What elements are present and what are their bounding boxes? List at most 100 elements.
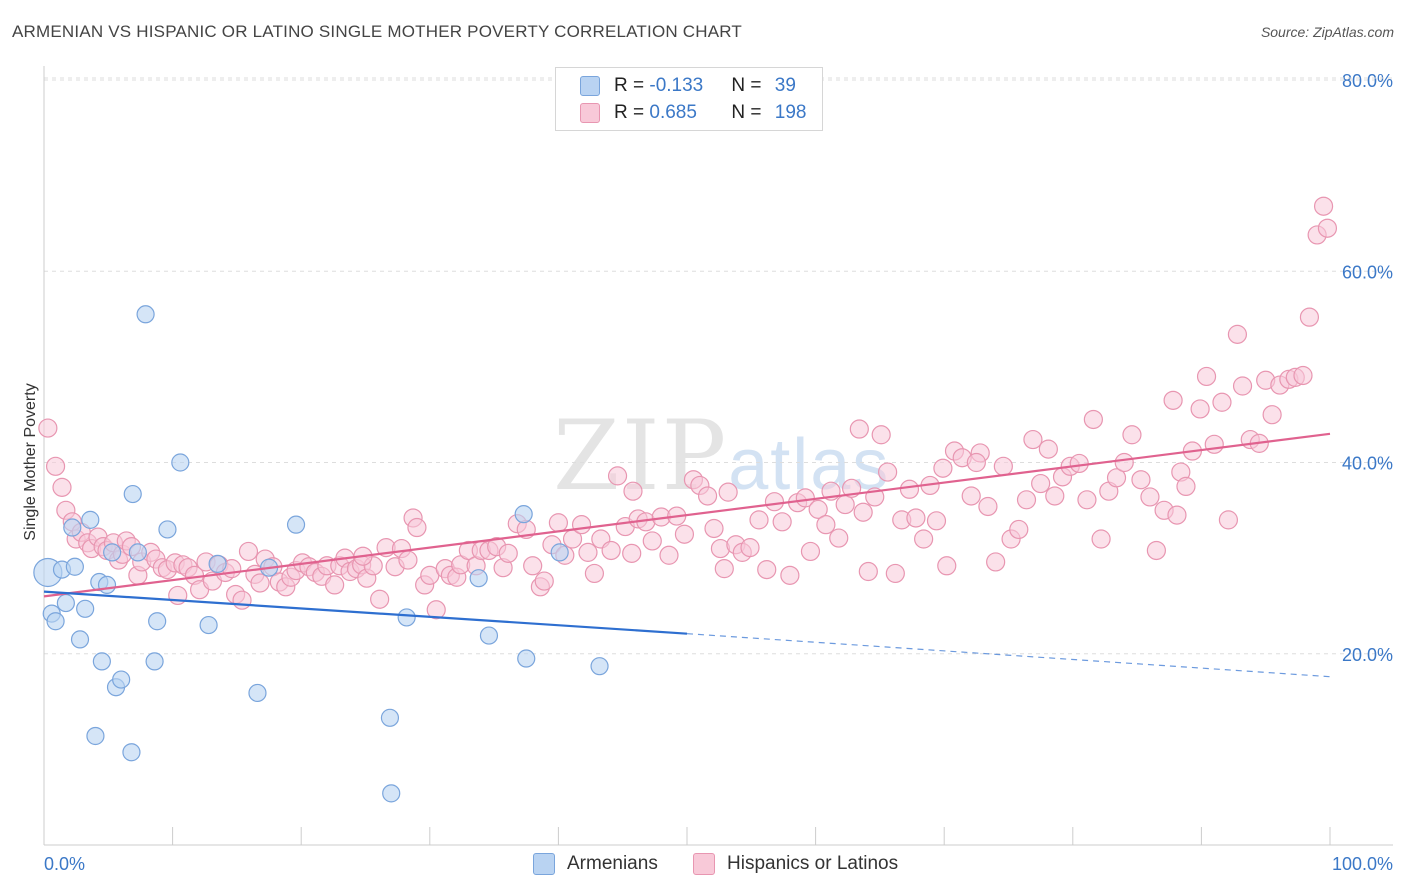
hispanic-point — [795, 488, 815, 508]
hispanic-point — [578, 542, 598, 562]
legend-n-label: N = — [731, 75, 767, 96]
armenian-point — [517, 649, 536, 668]
hispanic-point — [1196, 366, 1217, 387]
y-tick-label: 80.0% — [1342, 71, 1393, 91]
armenian-point — [56, 593, 75, 613]
points-layer — [33, 196, 1338, 803]
hispanic-point — [1163, 390, 1183, 410]
hispanic-point — [1131, 470, 1151, 490]
hispanic-point — [885, 563, 905, 584]
armenian-point — [76, 599, 95, 618]
armenian-point — [199, 615, 218, 635]
armenian-point — [136, 305, 155, 324]
hispanic-point — [1106, 468, 1127, 488]
y-tick-label: 40.0% — [1342, 454, 1393, 474]
hispanic-point — [1091, 529, 1111, 549]
hispanic-point — [370, 589, 390, 609]
hispanic-point — [52, 477, 72, 497]
legend-r-value: 0.685 — [649, 102, 697, 123]
hispanic-point — [718, 482, 738, 502]
hispanic-point — [1069, 453, 1089, 474]
hispanic-point — [808, 499, 828, 519]
hispanic-point — [1038, 439, 1058, 459]
armenian-point — [158, 520, 177, 539]
legend-n-value: 39 — [774, 75, 796, 96]
bottom-legend-label-hispanics: Hispanics or Latinos — [727, 853, 899, 874]
armenian-point — [65, 557, 84, 576]
hispanic-point — [858, 561, 878, 582]
hispanic-point — [1009, 519, 1029, 540]
hispanic-point — [1190, 399, 1210, 419]
hispanic-point — [1114, 452, 1134, 473]
armenian-point — [148, 612, 167, 631]
armenian-point — [92, 652, 111, 671]
x-tick-label-max: 100.0% — [1332, 854, 1393, 874]
armenian-point — [81, 510, 100, 529]
hispanic-point — [800, 541, 821, 562]
hispanic-point — [674, 524, 695, 544]
armenian-point — [63, 518, 82, 537]
y-tick-label: 60.0% — [1342, 262, 1393, 282]
hispanic-point — [571, 515, 592, 535]
armenian-trend-line-extension — [686, 633, 1331, 678]
hispanic-point — [1204, 434, 1224, 454]
armenian-point — [208, 554, 227, 573]
legend-row-hispanics: R = 0.685 N = 198 — [580, 100, 806, 126]
hispanic-point — [1313, 196, 1334, 216]
hispanic-point — [835, 494, 855, 515]
hispanic-point — [1299, 307, 1320, 327]
hispanic-point — [1293, 365, 1313, 386]
hispanic-point — [871, 425, 891, 445]
hispanic-point — [926, 511, 947, 531]
hispanic-point — [978, 496, 998, 517]
hispanic-point — [250, 573, 270, 593]
hispanic-point — [407, 517, 427, 538]
hispanic-point — [607, 466, 628, 486]
hispanic-point — [1083, 409, 1103, 430]
armenian-point — [46, 612, 65, 631]
hispanic-point — [1023, 429, 1043, 450]
hispanic-point — [933, 458, 953, 478]
grid-layer: 20.0% 40.0% 60.0% 80.0% — [44, 71, 1393, 665]
armenian-point — [590, 657, 609, 676]
hispanic-point — [697, 486, 718, 506]
armenian-trend-line — [43, 590, 688, 635]
chart-source: Source: ZipAtlas.com — [1260, 24, 1394, 40]
hispanic-point — [829, 528, 849, 548]
hispanic-point — [325, 575, 345, 595]
y-axis-label: Single Mother Poverty — [22, 383, 39, 540]
hispanic-point — [38, 418, 58, 438]
bottom-legend-hispanics: Hispanics or Latinos — [693, 850, 898, 878]
hispanic-point — [623, 481, 643, 501]
legend-n-value: 198 — [774, 102, 807, 123]
hispanic-point — [1218, 510, 1239, 530]
hispanic-point — [238, 541, 259, 562]
hispanic-point — [1031, 473, 1051, 494]
legend-n-label: N = — [731, 102, 767, 123]
legend-swatch-armenians — [580, 76, 600, 96]
hispanic-point — [906, 508, 926, 528]
hispanic-point — [1146, 540, 1166, 561]
armenian-point — [171, 453, 190, 472]
hispanic-point — [986, 552, 1006, 572]
hispanic-point — [1122, 425, 1142, 445]
hispanic-point — [714, 559, 734, 579]
armenian-point — [514, 505, 533, 524]
chart-title: ARMENIAN VS HISPANIC OR LATINO SINGLE MO… — [12, 22, 743, 41]
armenian-point — [145, 652, 164, 671]
hispanic-point — [878, 462, 898, 482]
axis-layer — [43, 66, 1393, 846]
armenian-point — [382, 784, 401, 803]
armenian-point — [550, 543, 569, 562]
hispanic-point — [1212, 392, 1232, 412]
hispanic-point — [1140, 487, 1160, 507]
hispanic-point — [961, 486, 981, 506]
hispanic-point — [1262, 405, 1282, 425]
hispanic-point — [704, 518, 724, 539]
hispanic-point — [966, 452, 986, 473]
armenian-point — [86, 726, 105, 746]
armenian-point — [469, 569, 488, 588]
hispanic-point — [1232, 376, 1253, 396]
hispanic-point — [937, 556, 957, 576]
